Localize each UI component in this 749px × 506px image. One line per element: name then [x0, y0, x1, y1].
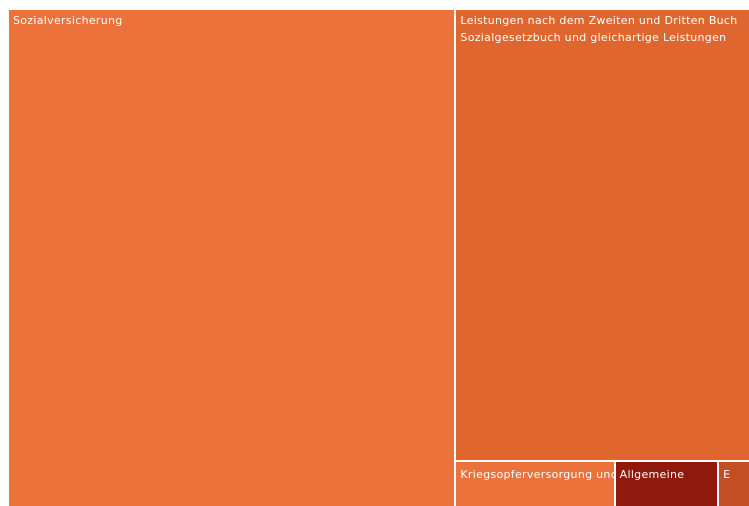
treemap-cell-label: Allgemeine [619, 467, 685, 481]
treemap-cell-label: Sozialversicherung [13, 14, 123, 27]
treemap-cell-0[interactable]: Sozialversicherung [7, 8, 455, 506]
treemap-cell-3[interactable]: Allgemeine [613, 459, 718, 506]
treemap-cell-label: Leistungen nach dem Zweiten und Dritten … [460, 14, 738, 44]
treemap-cell-label: E [723, 467, 731, 481]
treemap-cell-2[interactable]: Kriegsopferversorgung und [454, 459, 614, 506]
treemap-cell-4[interactable]: E [717, 459, 749, 506]
treemap-cell-label: Kriegsopferversorgung und [460, 467, 614, 481]
treemap-cell-1[interactable]: Leistungen nach dem Zweiten und Dritten … [454, 8, 749, 460]
